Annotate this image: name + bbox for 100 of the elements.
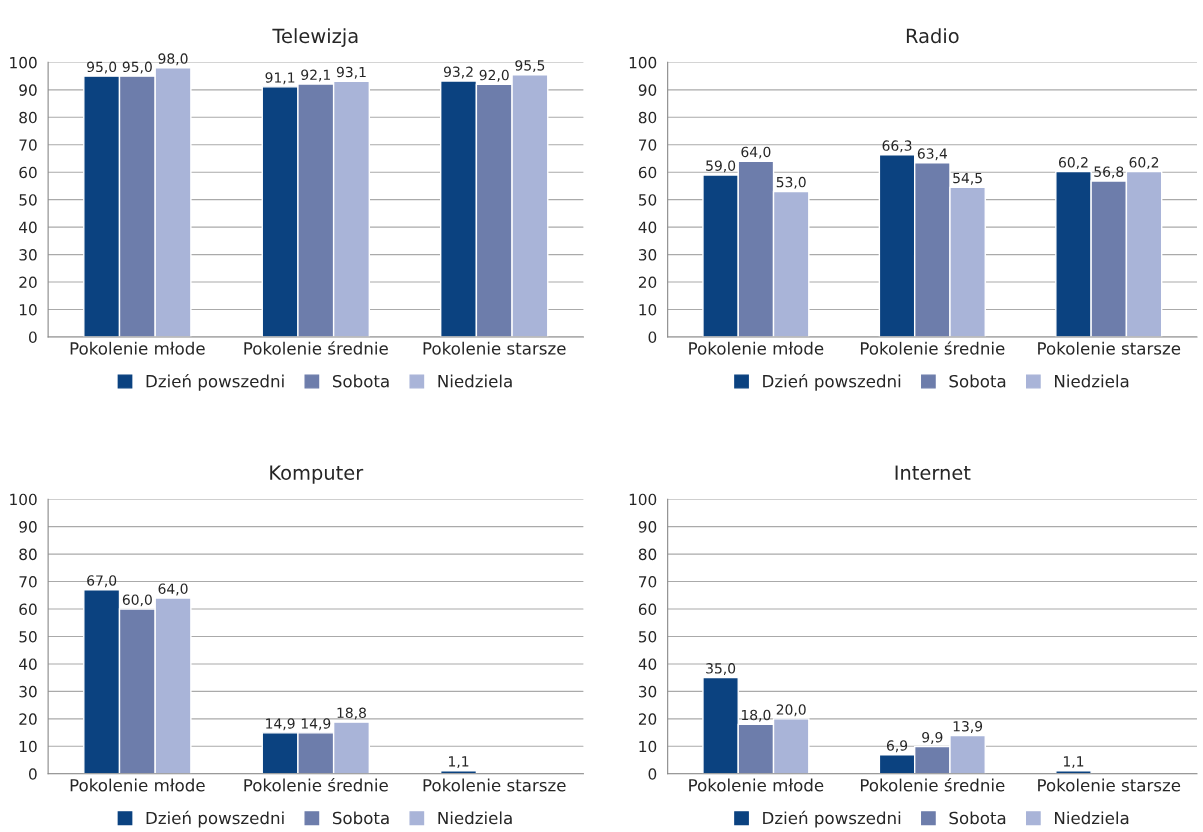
legend-label: Dzień powszedni [146,373,284,391]
y-tick-label: 20 [19,713,37,725]
x-tick-label: Pokolenie młode [70,778,205,792]
y-tick-label: 100 [629,493,657,506]
data-label: 95,0 [122,61,152,74]
y-tick-label: 80 [19,111,37,124]
y-tick-label: 30 [638,249,657,261]
y-tick-label: 40 [19,658,37,670]
y-tick-label: 40 [19,221,37,234]
y-tick-label: 70 [639,576,657,588]
data-label: 63,4 [917,148,948,161]
y-tick-label: 0 [28,768,37,780]
data-label: 98,0 [158,53,188,66]
y-tick-label: 70 [19,576,37,588]
y-tick-label: 0 [648,768,657,780]
y-tick-label: 10 [639,740,657,753]
y-tick-label: 80 [638,548,657,561]
y-tick-label: 100 [10,493,37,506]
y-tick-label: 30 [638,685,657,698]
legend-label: Sobota [949,811,1006,825]
legend-label: Niedziela [438,374,512,388]
x-tick-label: Pokolenie średnie [860,777,1005,792]
x-tick-label: Pokolenie starsze [1038,778,1181,792]
data-label: 18,0 [741,709,771,722]
chart-title: Telewizja [272,28,358,47]
y-tick-label: 10 [19,303,37,316]
y-tick-label: 60 [19,603,37,616]
y-tick-label: 90 [19,521,37,533]
data-label: 35,0 [706,663,736,675]
y-tick-label: 90 [19,84,37,96]
chart-title: Komputer [270,465,364,484]
data-label: 54,5 [953,172,982,185]
data-label: 14,9 [301,718,331,731]
data-label: 20,0 [776,704,806,717]
legend-label: Dzień powszedni [763,810,901,828]
data-label: 18,8 [337,707,366,720]
data-label: 66,3 [882,140,912,153]
y-tick-label: 90 [638,84,657,96]
y-tick-label: 0 [28,331,37,343]
y-tick-label: 60 [638,166,657,179]
x-tick-label: Pokolenie średnie [244,341,388,355]
data-label: 53,0 [776,176,806,189]
y-tick-label: 100 [629,56,657,69]
legend-label: Dzień powszedni [763,373,901,391]
y-tick-label: 50 [19,630,37,643]
legend-label: Niedziela [438,811,512,825]
y-tick-label: 60 [638,603,657,616]
legend-label: Sobota [949,374,1006,388]
data-label: 9,9 [922,731,943,744]
legend-label: Sobota [332,811,389,825]
data-label: 92,1 [301,69,330,82]
data-label: 60,2 [1058,157,1088,170]
y-tick-label: 0 [648,331,657,343]
y-tick-label: 80 [638,111,657,124]
y-tick-label: 50 [638,194,657,206]
y-tick-label: 20 [19,276,37,289]
data-label: 64,0 [741,146,771,159]
data-label: 14,9 [266,718,295,731]
data-label: 64,0 [158,583,188,596]
data-label: 60,0 [122,594,152,607]
y-tick-label: 50 [19,194,37,206]
data-label: 6,9 [886,740,908,753]
y-tick-label: 10 [639,303,657,316]
data-label: 67,0 [87,575,117,588]
legend-label: Sobota [332,374,389,388]
x-tick-label: Pokolenie młode [70,341,205,355]
x-tick-label: Pokolenie średnie [860,341,1005,355]
y-tick-label: 60 [19,166,37,179]
data-label: 95,0 [87,61,117,74]
y-tick-label: 20 [638,713,657,725]
y-tick-label: 20 [638,276,657,289]
legend-label: Niedziela [1055,811,1129,825]
data-label: 60,2 [1129,157,1159,170]
data-label: 92,0 [479,69,509,82]
data-label: 91,1 [265,72,295,85]
data-label: 93,1 [336,66,366,79]
y-tick-label: 100 [10,56,37,69]
x-tick-label: Pokolenie młode [689,778,824,792]
chart-title: Radio [906,28,959,44]
data-label: 1,1 [449,756,469,769]
x-tick-label: Pokolenie starsze [423,341,566,355]
data-label: 95,5 [515,60,545,73]
y-tick-label: 10 [19,740,37,753]
y-tick-label: 30 [19,685,37,698]
data-label: 93,2 [443,66,473,79]
data-label: 1,1 [1063,756,1084,769]
y-tick-label: 70 [19,139,37,151]
x-tick-label: Pokolenie średnie [244,777,388,792]
x-tick-label: Pokolenie starsze [423,778,566,792]
data-label: 56,8 [1094,166,1124,179]
chart-title: Internet [895,465,971,481]
y-tick-label: 40 [638,658,657,670]
legend-label: Niedziela [1055,374,1129,388]
y-tick-label: 80 [19,548,37,561]
x-tick-label: Pokolenie starsze [1038,341,1181,355]
y-tick-label: 40 [638,221,657,234]
data-label: 13,9 [953,721,983,733]
y-tick-label: 50 [638,630,657,643]
data-label: 59,0 [706,160,736,173]
y-tick-label: 30 [19,249,37,261]
